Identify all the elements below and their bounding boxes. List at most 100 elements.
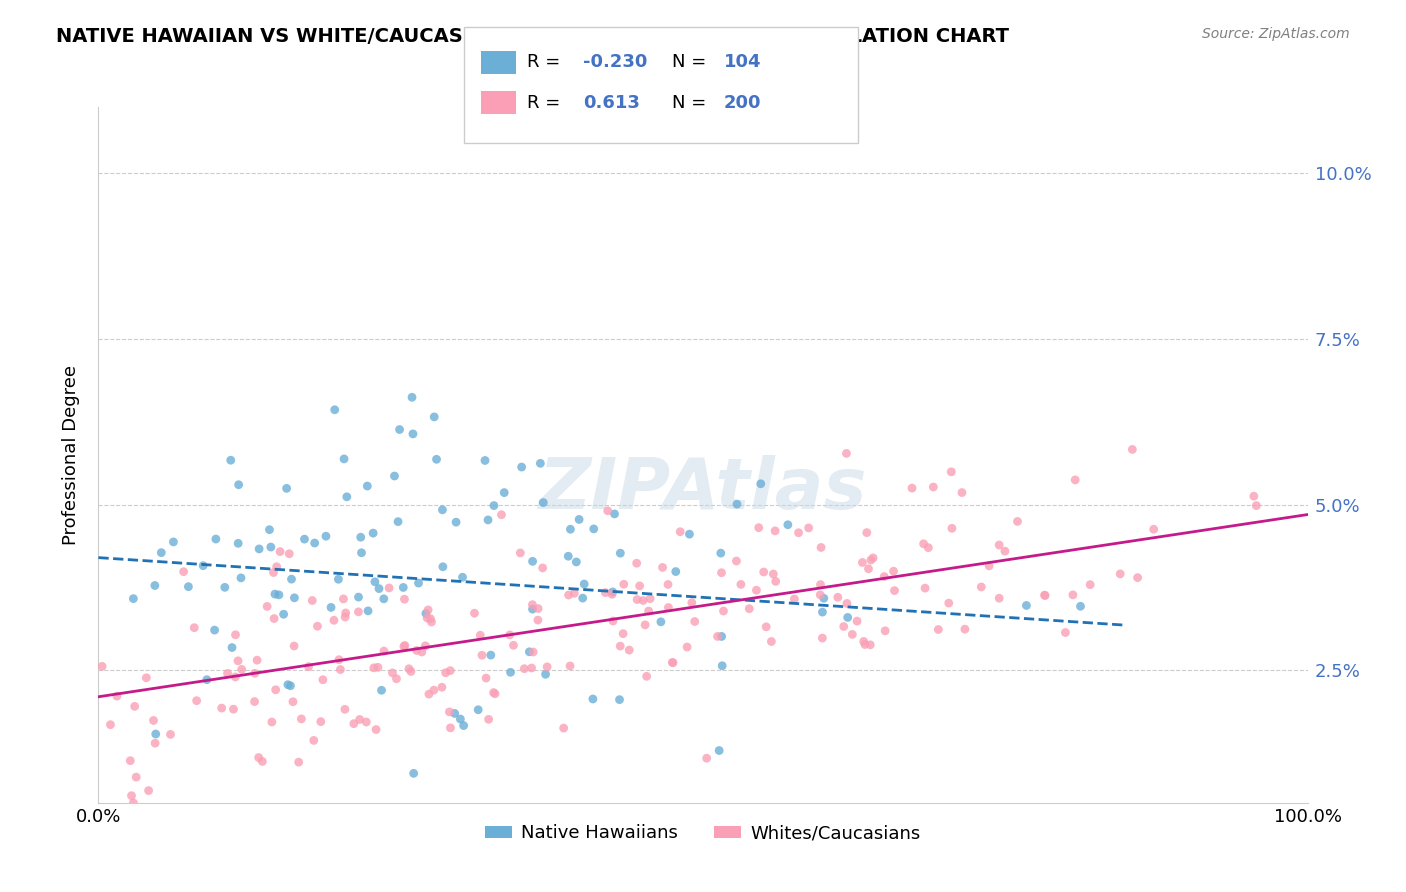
Point [612, 626, 634, 640]
Point [411, 645, 433, 659]
Point [835, 596, 858, 610]
Point [439, 664, 461, 678]
Point [224, 670, 246, 684]
Point [1062, 588, 1084, 602]
Point [247, 541, 270, 556]
Point [922, 480, 945, 494]
Point [443, 706, 465, 721]
Point [835, 446, 858, 460]
Legend: Native Hawaiians, Whites/Caucasians: Native Hawaiians, Whites/Caucasians [478, 817, 928, 849]
Point [582, 692, 605, 706]
Point [474, 453, 496, 467]
Point [873, 569, 896, 583]
Point [335, 606, 357, 620]
Point [519, 645, 541, 659]
Point [439, 705, 461, 719]
Point [91, 659, 114, 673]
Point [415, 639, 437, 653]
Point [402, 426, 425, 441]
Point [471, 648, 494, 663]
Point [363, 661, 385, 675]
Point [491, 508, 513, 522]
Point [706, 629, 728, 643]
Point [263, 566, 285, 580]
Point [264, 587, 287, 601]
Point [323, 613, 346, 627]
Point [808, 588, 831, 602]
Point [631, 593, 654, 607]
Point [859, 638, 882, 652]
Point [222, 702, 245, 716]
Point [357, 604, 380, 618]
Point [484, 687, 506, 701]
Point [143, 578, 166, 592]
Point [177, 580, 200, 594]
Point [855, 525, 877, 540]
Point [373, 644, 395, 658]
Point [425, 452, 447, 467]
Point [1015, 599, 1038, 613]
Point [827, 591, 849, 605]
Point [408, 576, 430, 591]
Point [662, 656, 685, 670]
Point [582, 522, 605, 536]
Point [416, 611, 439, 625]
Point [837, 610, 859, 624]
Point [401, 390, 423, 404]
Point [430, 680, 453, 694]
Point [283, 591, 305, 605]
Point [529, 456, 551, 470]
Point [367, 660, 389, 674]
Point [557, 549, 579, 564]
Point [661, 656, 683, 670]
Point [862, 550, 884, 565]
Point [713, 604, 735, 618]
Point [297, 659, 319, 673]
Point [811, 631, 834, 645]
Point [609, 692, 631, 706]
Point [247, 750, 270, 764]
Point [370, 683, 392, 698]
Point [738, 601, 761, 615]
Point [260, 540, 283, 554]
Point [280, 572, 302, 586]
Point [858, 562, 880, 576]
Point [628, 579, 651, 593]
Point [226, 536, 249, 550]
Point [650, 615, 672, 629]
Point [186, 694, 208, 708]
Point [595, 585, 617, 599]
Point [657, 600, 679, 615]
Point [269, 544, 291, 558]
Point [162, 535, 184, 549]
Point [912, 537, 935, 551]
Point [145, 727, 167, 741]
Point [193, 558, 215, 573]
Point [1033, 588, 1056, 602]
Point [246, 653, 269, 667]
Point [122, 591, 145, 606]
Point [681, 596, 703, 610]
Point [851, 556, 873, 570]
Point [105, 689, 128, 703]
Point [602, 614, 624, 628]
Point [364, 723, 387, 737]
Point [477, 513, 499, 527]
Point [294, 532, 316, 546]
Point [264, 682, 287, 697]
Point [121, 789, 143, 803]
Point [217, 666, 239, 681]
Point [502, 638, 524, 652]
Point [711, 658, 734, 673]
Point [124, 699, 146, 714]
Point [710, 546, 733, 560]
Point [1007, 515, 1029, 529]
Point [1243, 489, 1265, 503]
Text: 200: 200 [724, 94, 762, 112]
Point [638, 591, 661, 606]
Point [333, 451, 356, 466]
Point [332, 591, 354, 606]
Point [783, 592, 806, 607]
Point [499, 665, 522, 680]
Point [394, 639, 416, 653]
